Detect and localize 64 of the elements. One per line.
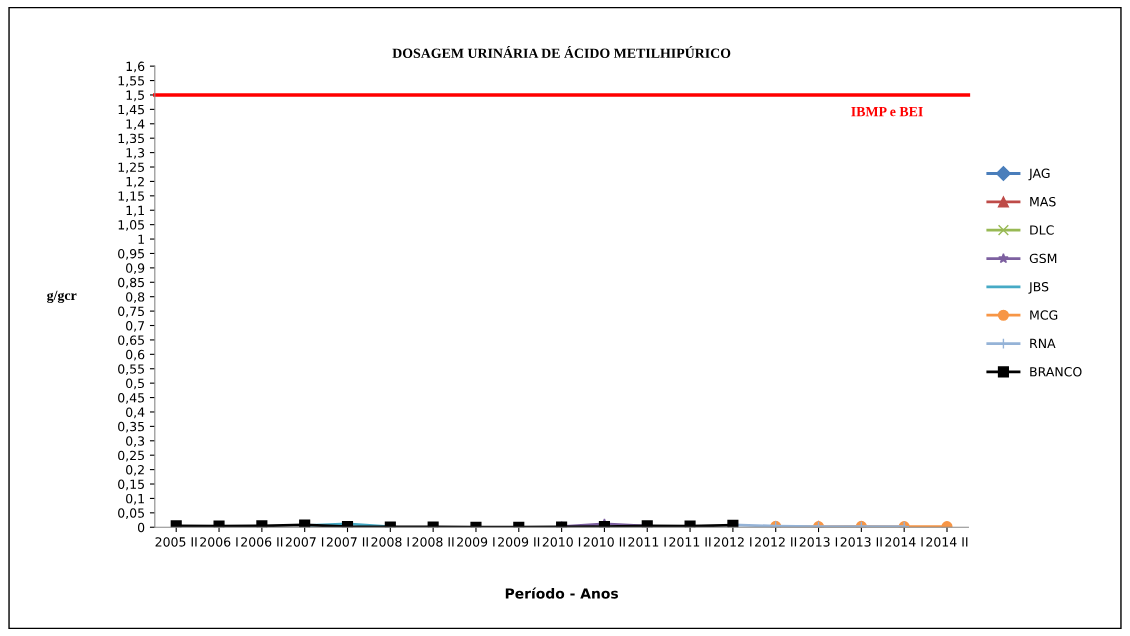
y-tick-label: 0,9	[126, 263, 145, 275]
y-tick-label: 0,75	[118, 306, 144, 318]
legend-label: RNA	[1030, 338, 1056, 348]
x-tick-label: 2012 II	[755, 537, 797, 547]
legend-label: JBS	[1028, 281, 1049, 294]
y-tick-label: 0,8	[126, 292, 145, 303]
y-tick-label: 1,1	[126, 205, 144, 217]
x-tick-label: 2007 II	[326, 537, 368, 547]
y-axis-title: g/gcr	[47, 290, 77, 303]
y-tick-label: 1,3	[126, 148, 145, 159]
legend-label: MCG	[1030, 310, 1058, 320]
x-tick-label: 2009 II	[498, 537, 540, 547]
y-tick-label: 0,95	[118, 248, 144, 260]
x-tick-label: 2010 II	[583, 537, 625, 547]
y-tick-label: 0,3	[126, 436, 145, 447]
y-tick-label: 1,2	[126, 176, 144, 188]
y-tick-label: 0,45	[118, 393, 144, 404]
y-tick-label: 1,5	[126, 90, 144, 102]
y-tick-label: 0,4	[126, 407, 145, 419]
y-tick-label: 1,25	[118, 162, 144, 174]
x-tick-label: 2008 II	[412, 537, 454, 547]
y-tick-label: 1,55	[118, 76, 144, 87]
x-tick-label: 2013 I	[799, 537, 838, 547]
x-tick-label: 2014 II	[926, 537, 968, 547]
x-tick-label: 2007 I	[285, 537, 324, 547]
y-tick-label: 0,05	[118, 508, 144, 520]
y-tick-label: 1,05	[118, 220, 144, 231]
x-tick-label: 2011 I	[628, 537, 666, 547]
y-tick-label: 1,45	[118, 105, 144, 116]
chart-title: DOSAGEM URINÁRIA DE ÁCIDO METILHIPÚRICO	[392, 45, 731, 58]
y-tick-label: 0,65	[118, 335, 144, 347]
legend-label: MAS	[1030, 196, 1056, 207]
legend-label: DLC	[1030, 225, 1054, 235]
y-tick-label: 1,4	[126, 119, 145, 130]
y-tick-label: 1,15	[118, 191, 144, 203]
y-tick-label: 0,85	[118, 277, 144, 289]
ref-line-label: IBMP e BEI	[851, 107, 923, 117]
x-tick-label: 2011 II	[669, 537, 711, 547]
x-tick-label: 2009 I	[457, 537, 495, 547]
y-tick-label: 0,15	[118, 479, 144, 491]
x-tick-label: 2012 I	[714, 537, 752, 547]
y-tick-label: 0,6	[126, 349, 145, 361]
y-tick-label: 0,7	[126, 320, 145, 332]
y-tick-label: 0,35	[118, 421, 144, 433]
legend-label: BRANCO	[1030, 367, 1082, 377]
x-tick-label: 2010 I	[542, 537, 581, 547]
x-tick-label: 2014 I	[885, 537, 923, 547]
y-tick-label: 0,55	[118, 364, 144, 375]
x-tick-label: 2006 I	[200, 537, 238, 547]
y-tick-label: 0,1	[126, 493, 144, 505]
y-tick-label: 0,2	[126, 465, 144, 476]
y-tick-label: 0,25	[118, 450, 144, 462]
y-tick-label: 1	[138, 234, 144, 244]
y-tick-label: 1,35	[118, 133, 144, 145]
x-axis-title: Período - Anos	[505, 587, 619, 599]
x-tick-label: 2006 II	[241, 537, 283, 547]
legend-label: GSM	[1029, 253, 1057, 264]
legend-label: JAG	[1028, 168, 1050, 181]
x-tick-label: 2005 II	[155, 537, 197, 547]
y-tick-label: 0	[137, 522, 145, 533]
x-tick-label: 2013 II	[840, 537, 882, 547]
y-tick-label: 0,5	[126, 378, 144, 390]
y-tick-label: 1,6	[126, 61, 145, 73]
x-tick-label: 2008 I	[371, 537, 409, 547]
